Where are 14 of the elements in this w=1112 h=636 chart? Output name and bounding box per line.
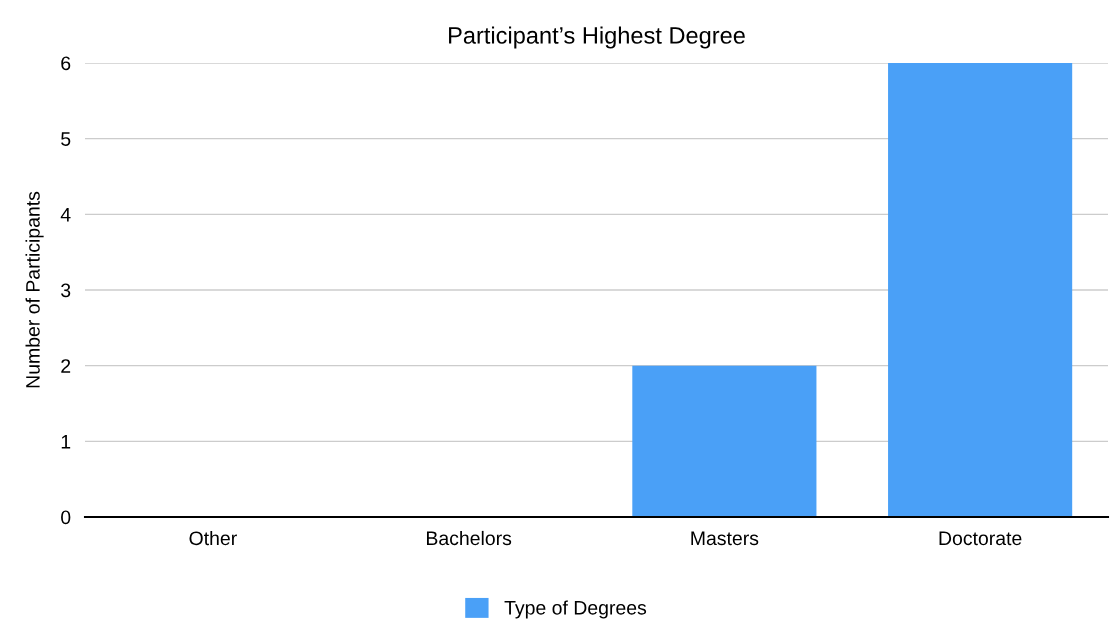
y-tick-label: 2 xyxy=(61,359,71,373)
y-axis-title: Number of Participants xyxy=(25,191,44,388)
legend-label: Type of Degrees xyxy=(504,600,647,619)
x-tick-label: Bachelors xyxy=(426,530,512,546)
x-tick-label: Other xyxy=(189,530,237,546)
y-tick-label: 3 xyxy=(61,283,71,298)
y-tick-label: 4 xyxy=(60,208,71,222)
x-tick-label: Masters xyxy=(691,531,759,546)
y-tick-label: 1 xyxy=(61,435,71,449)
y-tick-label: 0 xyxy=(61,510,71,525)
y-tick-label: 5 xyxy=(61,132,71,146)
y-tick-label: 6 xyxy=(61,56,71,71)
x-tick-label: Doctorate xyxy=(939,531,1022,546)
chart-title: Participant’s Highest Degree xyxy=(449,26,745,49)
